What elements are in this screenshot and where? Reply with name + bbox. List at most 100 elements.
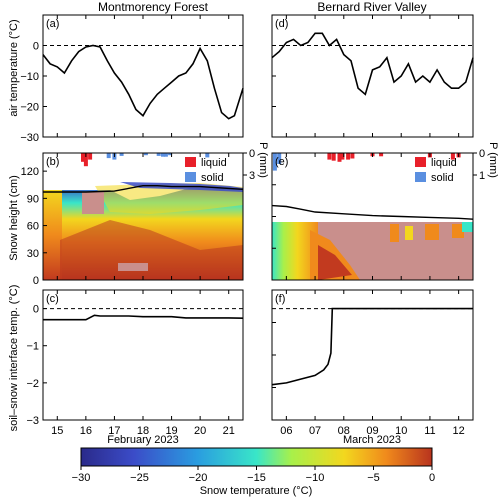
precip-bar-b-7 xyxy=(156,153,161,156)
colorbar-ticks: −30 −25 −20 −15 −10 −5 0 xyxy=(72,466,435,484)
ytick-label-a-2: −10 xyxy=(20,71,39,83)
heatmap-b xyxy=(43,182,243,280)
column-title-right: Bernard River Valley xyxy=(317,0,426,14)
colorbar-tick-label-6: 0 xyxy=(429,472,435,484)
panel-frame-a xyxy=(42,14,244,138)
snow-height-line-e xyxy=(271,204,474,220)
xlabel-left: February 2023 xyxy=(107,434,179,446)
precip-axis-label-left: P (mm) xyxy=(257,142,269,178)
precip-bar-b-1 xyxy=(83,153,88,167)
precip-tick-label-e-0: 0 xyxy=(479,148,485,160)
panel-label-d: (d) xyxy=(275,18,288,30)
ytick-label-c-0: −3 xyxy=(26,415,39,427)
precip-bar-e-1 xyxy=(277,153,282,164)
colorbar-label: Snow temperature (°C) xyxy=(200,485,313,497)
precip-bar-b-6 xyxy=(143,153,148,156)
xtick-label-f-2: 08 xyxy=(338,425,350,437)
xtick-label-c-3: 18 xyxy=(137,425,149,437)
masked-block-b2 xyxy=(118,263,148,271)
snow-height-line-b xyxy=(43,184,244,193)
panel-label-e: (e) xyxy=(275,156,288,168)
precip-bar-b-11 xyxy=(205,153,210,158)
xtick-label-f-3: 09 xyxy=(366,425,378,437)
legend-swatch-solid-e xyxy=(415,172,426,182)
xtick-label-c-0: 15 xyxy=(51,425,63,437)
precip-bar-e-3 xyxy=(331,153,336,161)
colorbar-tick-label-5: −5 xyxy=(367,472,380,484)
panel-label-a: (a) xyxy=(46,18,59,30)
precip-bar-b-0 xyxy=(81,153,85,162)
legend-label-liquid-b: liquid xyxy=(201,157,227,169)
panel-frame-f xyxy=(271,289,474,421)
ytick-label-b-2: 60 xyxy=(27,221,39,233)
colorbar-tick-label-3: −15 xyxy=(247,472,266,484)
ytick-label-a-1: −20 xyxy=(20,102,39,114)
xtick-label-c-6: 21 xyxy=(223,425,235,437)
colorbar-tick-label-0: −30 xyxy=(72,472,91,484)
ytick-label-b-4: 120 xyxy=(21,166,39,178)
precip-tick-label-b-0: 0 xyxy=(249,148,255,160)
legend-swatch-liquid-e xyxy=(415,157,426,167)
ytick-label-a-0: −30 xyxy=(20,132,39,144)
colorbar-tick-label-4: −10 xyxy=(306,472,325,484)
precip-bar-b-3 xyxy=(106,153,111,159)
precip-bar-e-7 xyxy=(350,153,355,159)
xtick-label-c-1: 16 xyxy=(80,425,92,437)
panel-frame-c xyxy=(42,289,244,421)
panel-frame-d xyxy=(271,14,474,138)
precip-bar-b-5 xyxy=(119,153,124,156)
ytick-label-c-2: −1 xyxy=(26,341,39,353)
heatmap-e xyxy=(272,222,473,280)
panel-label-f: (f) xyxy=(275,293,285,305)
ytick-label-c-3: 0 xyxy=(33,304,39,316)
precip-bar-b-2 xyxy=(88,153,93,160)
xtick-label-c-4: 19 xyxy=(165,425,177,437)
precip-bar-b-9 xyxy=(163,153,168,157)
legend-label-solid-e: solid xyxy=(431,172,454,184)
xtick-label-f-5: 11 xyxy=(424,425,435,437)
column-title-left: Montmorency Forest xyxy=(98,0,209,14)
precip-bar-e-6 xyxy=(346,153,351,160)
colorbar-tick-label-2: −20 xyxy=(189,472,208,484)
xtick-label-c-2: 17 xyxy=(108,425,120,437)
precip-bar-b-8 xyxy=(161,153,165,157)
precip-bar-e-2 xyxy=(327,153,332,160)
legend-label-liquid-e: liquid xyxy=(431,157,457,169)
plot-layer: (a)−30−20−10003liquidsolid(b)0306090120(… xyxy=(20,14,485,446)
precip-bar-e-5 xyxy=(340,153,345,160)
precip-tick-label-b-1: 3 xyxy=(249,170,255,182)
panel-label-c: (c) xyxy=(46,293,59,305)
ytick-label-c-1: −2 xyxy=(26,378,39,390)
ylabel-air-temperature: air temperature (°C) xyxy=(8,19,20,116)
precip-axis-label-right: P (mm) xyxy=(487,142,499,178)
xtick-label-f-6: 12 xyxy=(453,425,465,437)
precip-bar-e-11 xyxy=(450,153,455,160)
ytick-label-a-3: 0 xyxy=(33,41,39,53)
ylabel-interface-temp: soil–snow interface temp. (°C) xyxy=(8,285,20,432)
ytick-label-b-1: 30 xyxy=(27,248,39,260)
precip-bar-e-9 xyxy=(379,153,384,157)
xlabel-right: March 2023 xyxy=(343,434,401,446)
ytick-label-b-3: 90 xyxy=(27,193,39,205)
precip-bar-b-10 xyxy=(168,153,173,156)
series-line-d xyxy=(271,32,474,96)
legend-label-solid-b: solid xyxy=(201,172,224,184)
colorbar-tick-label-1: −25 xyxy=(130,472,149,484)
precip-bar-e-4 xyxy=(337,153,342,162)
legend-swatch-solid-b xyxy=(185,172,196,182)
masked-block-b1 xyxy=(82,192,104,214)
series-line-a xyxy=(42,44,244,120)
xtick-label-f-0: 06 xyxy=(280,425,292,437)
xtick-label-f-4: 10 xyxy=(395,425,407,437)
xtick-label-c-5: 20 xyxy=(194,425,206,437)
legend-swatch-liquid-b xyxy=(185,157,196,167)
xtick-label-f-1: 07 xyxy=(309,425,321,437)
ylabel-snow-height: Snow height (cm) xyxy=(8,175,20,261)
precip-bar-e-0 xyxy=(272,153,277,171)
precip-tick-label-e-1: 1 xyxy=(479,170,485,182)
ytick-label-b-0: 0 xyxy=(33,275,39,287)
colorbar xyxy=(80,447,433,467)
series-line-f xyxy=(271,307,473,386)
panel-label-b: (b) xyxy=(46,156,59,168)
